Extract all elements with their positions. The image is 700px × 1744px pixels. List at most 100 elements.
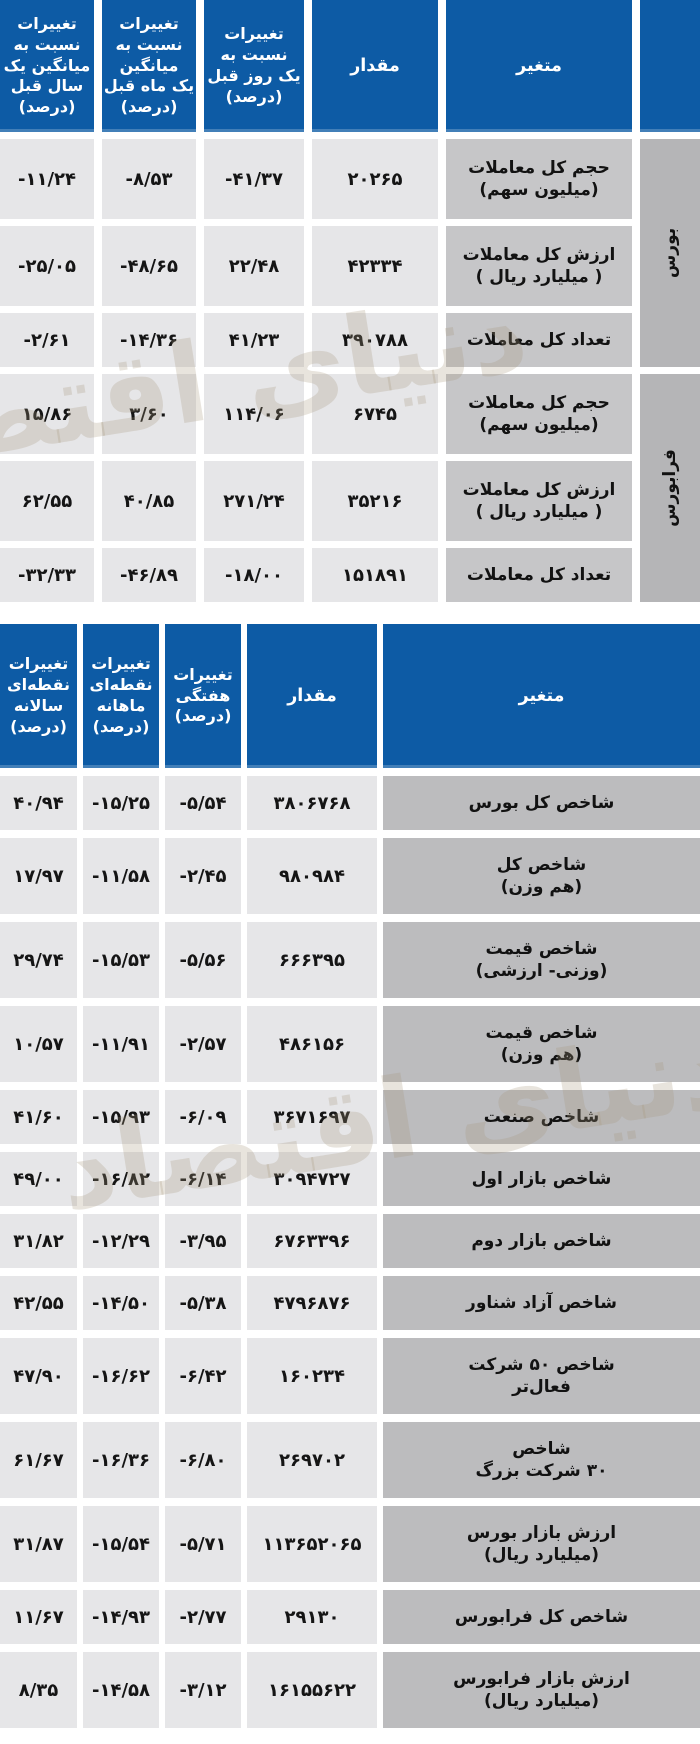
month-change-cell: ۳/۶۰ xyxy=(102,374,196,454)
day-change-cell: ۲۲/۴۸ xyxy=(204,226,304,306)
value-cell: ۳۶۷۱۶۹۷ xyxy=(247,1090,377,1144)
variable-cell: شاخص صنعت xyxy=(383,1090,700,1144)
value-cell: ۱۶۱۵۵۶۲۲ xyxy=(247,1652,377,1728)
annual-change-cell: ۱۰/۵۷ xyxy=(0,1006,77,1082)
value-cell: ۶۷۶۳۳۹۶ xyxy=(247,1214,377,1268)
value-cell: ۳۰۹۴۷۲۷ xyxy=(247,1152,377,1206)
weekly-change-cell: -۶/۰۹ xyxy=(165,1090,241,1144)
value-cell: ۴۲۳۳۴ xyxy=(312,226,438,306)
year-change-cell: -۳۲/۳۳ xyxy=(0,548,94,602)
month-change-cell: -۴۶/۸۹ xyxy=(102,548,196,602)
monthly-change-cell: -۱۴/۵۸ xyxy=(83,1652,159,1728)
weekly-change-cell: -۶/۴۲ xyxy=(165,1338,241,1414)
variable-cell: شاخص ۵۰ شرکت فعال‌تر xyxy=(383,1338,700,1414)
variable-cell: ارزش بازار فرابورس (میلیارد ریال) xyxy=(383,1652,700,1728)
variable-cell: تعداد کل معاملات xyxy=(446,548,632,602)
variable-cell: شاخص بازار دوم xyxy=(383,1214,700,1268)
month-change-column-header: تغییرات نسبت به میانگین یک ماه قبل (درصد… xyxy=(102,0,196,132)
monthly-change-cell: -۱۶/۶۲ xyxy=(83,1338,159,1414)
annual-change-cell: ۴۰/۹۴ xyxy=(0,776,77,830)
variable-cell: حجم کل معاملات (میلیون سهم) xyxy=(446,374,632,454)
annual-change-cell: ۸/۳۵ xyxy=(0,1652,77,1728)
value-cell: ۴۸۶۱۵۶ xyxy=(247,1006,377,1082)
variable-cell: شاخص کل فرابورس xyxy=(383,1590,700,1644)
value-cell: ۱۶۰۲۳۴ xyxy=(247,1338,377,1414)
day-change-cell: -۱۸/۰۰ xyxy=(204,548,304,602)
annual-change-cell: ۳۱/۸۲ xyxy=(0,1214,77,1268)
day-change-column-header: تغییرات نسبت به یک روز قبل (درصد) xyxy=(204,0,304,132)
weekly-change-cell: -۶/۱۴ xyxy=(165,1152,241,1206)
weekly-change-cell: -۲/۷۷ xyxy=(165,1590,241,1644)
annual-change-cell: ۴۲/۵۵ xyxy=(0,1276,77,1330)
year-change-cell: -۱۱/۲۴ xyxy=(0,139,94,219)
weekly-change-cell: -۵/۷۱ xyxy=(165,1506,241,1582)
year-change-cell: -۲۵/۰۵ xyxy=(0,226,94,306)
month-change-cell: -۸/۵۳ xyxy=(102,139,196,219)
year-change-cell: -۲/۶۱ xyxy=(0,313,94,367)
annual-change-cell: ۱۱/۶۷ xyxy=(0,1590,77,1644)
annual-change-cell: ۲۹/۷۴ xyxy=(0,922,77,998)
annual-change-cell: ۳۱/۸۷ xyxy=(0,1506,77,1582)
monthly-change-cell: -۱۱/۹۱ xyxy=(83,1006,159,1082)
monthly-change-cell: -۱۵/۵۴ xyxy=(83,1506,159,1582)
variable-cell: ارزش کل معاملات ( میلیارد ریال ) xyxy=(446,461,632,541)
month-change-cell: -۱۴/۳۶ xyxy=(102,313,196,367)
weekly-change-cell: -۲/۵۷ xyxy=(165,1006,241,1082)
annual-change-cell: ۶۱/۶۷ xyxy=(0,1422,77,1498)
weekly-change-cell: -۲/۴۵ xyxy=(165,838,241,914)
variable-column-header: متغیر xyxy=(383,624,700,768)
variable-column-header: متغیر xyxy=(446,0,632,132)
weekly-change-cell: -۶/۸۰ xyxy=(165,1422,241,1498)
variable-cell: شاخص قیمت (هم وزن) xyxy=(383,1006,700,1082)
variable-cell: ارزش بازار بورس (میلیارد ریال) xyxy=(383,1506,700,1582)
value-cell: ۱۵۱۸۹۱ xyxy=(312,548,438,602)
weekly-change-cell: -۳/۹۵ xyxy=(165,1214,241,1268)
value-cell: ۳۹۰۷۸۸ xyxy=(312,313,438,367)
weekly-change-column-header: تغییرات هفتگی (درصد) xyxy=(165,624,241,768)
value-cell: ۲۶۹۷۰۲ xyxy=(247,1422,377,1498)
group-column-header xyxy=(640,0,700,132)
value-cell: ۶۶۶۳۹۵ xyxy=(247,922,377,998)
value-cell: ۹۸۰۹۸۴ xyxy=(247,838,377,914)
year-change-cell: ۱۵/۸۶ xyxy=(0,374,94,454)
month-change-cell: -۴۸/۶۵ xyxy=(102,226,196,306)
weekly-change-cell: -۵/۳۸ xyxy=(165,1276,241,1330)
annual-change-cell: ۱۷/۹۷ xyxy=(0,838,77,914)
market-group-farabourse: فرابورس xyxy=(640,374,700,602)
monthly-change-cell: -۱۴/۵۰ xyxy=(83,1276,159,1330)
value-cell: ۱۱۳۶۵۲۰۶۵ xyxy=(247,1506,377,1582)
month-change-cell: ۴۰/۸۵ xyxy=(102,461,196,541)
value-column-header: مقدار xyxy=(312,0,438,132)
variable-cell: حجم کل معاملات (میلیون سهم) xyxy=(446,139,632,219)
annual-change-column-header: تغییرات نقطه‌ای سالانه (درصد) xyxy=(0,624,77,768)
variable-cell: شاخص کل (هم وزن) xyxy=(383,838,700,914)
annual-change-cell: ۴۹/۰۰ xyxy=(0,1152,77,1206)
monthly-change-cell: -۱۶/۸۲ xyxy=(83,1152,159,1206)
day-change-cell: ۲۷۱/۲۴ xyxy=(204,461,304,541)
monthly-change-cell: -۱۱/۵۸ xyxy=(83,838,159,914)
year-change-cell: ۶۲/۵۵ xyxy=(0,461,94,541)
weekly-change-cell: -۳/۱۲ xyxy=(165,1652,241,1728)
variable-cell: ارزش کل معاملات ( میلیارد ریال ) xyxy=(446,226,632,306)
monthly-change-column-header: تغییرات نقطه‌ای ماهانه (درصد) xyxy=(83,624,159,768)
monthly-change-cell: -۱۶/۳۶ xyxy=(83,1422,159,1498)
market-activity-table: متغیر مقدار تغییرات نسبت به یک روز قبل (… xyxy=(0,0,700,602)
value-cell: ۶۷۴۵ xyxy=(312,374,438,454)
value-cell: ۲۰۲۶۵ xyxy=(312,139,438,219)
monthly-change-cell: -۱۵/۵۳ xyxy=(83,922,159,998)
variable-cell: شاخص ۳۰ شرکت بزرگ xyxy=(383,1422,700,1498)
annual-change-cell: ۴۷/۹۰ xyxy=(0,1338,77,1414)
variable-cell: تعداد کل معاملات xyxy=(446,313,632,367)
variable-cell: شاخص بازار اول xyxy=(383,1152,700,1206)
annual-change-cell: ۴۱/۶۰ xyxy=(0,1090,77,1144)
value-column-header: مقدار xyxy=(247,624,377,768)
market-group-bourse: بورس xyxy=(640,139,700,367)
monthly-change-cell: -۱۲/۲۹ xyxy=(83,1214,159,1268)
variable-cell: شاخص آزاد شناور xyxy=(383,1276,700,1330)
monthly-change-cell: -۱۵/۹۳ xyxy=(83,1090,159,1144)
weekly-change-cell: -۵/۵۶ xyxy=(165,922,241,998)
day-change-cell: -۴۱/۳۷ xyxy=(204,139,304,219)
monthly-change-cell: -۱۴/۹۳ xyxy=(83,1590,159,1644)
indices-table: متغیر مقدار تغییرات هفتگی (درصد) تغییرات… xyxy=(0,624,700,1728)
